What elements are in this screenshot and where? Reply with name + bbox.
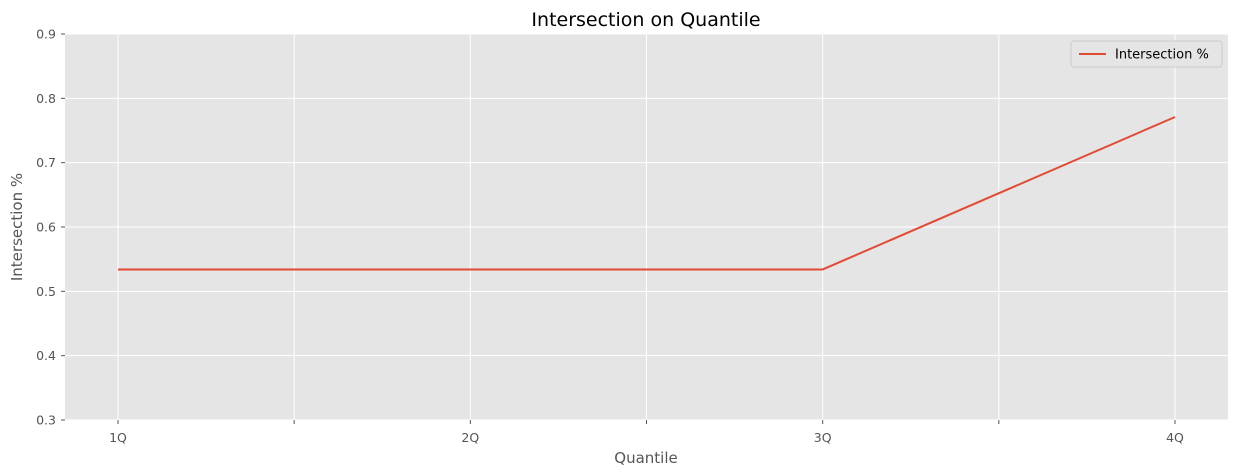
y-tick-label: 0.5 <box>36 284 56 299</box>
x-tick-label: 3Q <box>814 430 832 445</box>
x-tick-label: 4Q <box>1166 430 1184 445</box>
series-layer <box>117 116 1176 271</box>
chart-title: Intersection on Quantile <box>531 9 760 31</box>
y-tick-label: 0.6 <box>36 220 56 235</box>
y-tick-label: 0.3 <box>36 413 56 428</box>
y-tick-label: 0.4 <box>36 348 56 363</box>
series-line <box>118 116 1176 271</box>
y-tick-label: 0.8 <box>36 91 56 106</box>
x-tick-label: 1Q <box>109 430 127 445</box>
x-axis: 1Q 2Q 3Q 4Q <box>109 420 1184 445</box>
x-axis-label: Quantile <box>614 449 677 467</box>
y-axis: 0.3 0.4 0.5 0.6 0.7 0.8 0.9 <box>36 27 65 428</box>
y-tick-label: 0.9 <box>36 27 56 42</box>
legend: Intersection % <box>1070 40 1223 68</box>
y-tick-label: 0.7 <box>36 155 56 170</box>
legend-label: Intersection % <box>1115 48 1209 63</box>
legend-box <box>1070 40 1223 68</box>
x-tick-label: 2Q <box>461 430 479 445</box>
y-axis-label: Intersection % <box>8 173 26 281</box>
